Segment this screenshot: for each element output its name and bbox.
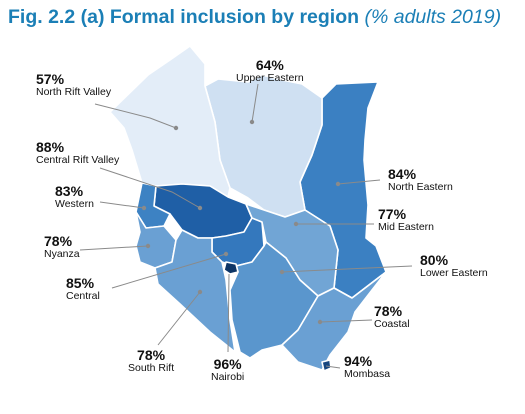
dot-central [223, 251, 229, 257]
region-south-rift[interactable] [154, 229, 236, 353]
value-nyanza: 78% [44, 233, 73, 249]
label-coastal: 78% Coastal [374, 304, 410, 330]
leader-lower-eastern [281, 265, 413, 273]
name-north-eastern: North Eastern [388, 180, 453, 193]
dot-western [141, 205, 147, 211]
value-south-rift: 78% [137, 347, 166, 363]
dot-north-rift-valley [173, 125, 179, 131]
leader-nyanza [79, 245, 149, 251]
dot-lower-eastern [279, 269, 285, 275]
label-nairobi: 96% Nairobi [211, 357, 244, 383]
value-mid-eastern: 77% [378, 206, 407, 222]
label-central: 85% Central [66, 276, 100, 302]
value-coastal: 78% [374, 303, 403, 319]
leader-central-rift-valley [99, 167, 201, 209]
label-north-rift-valley: 57% North Rift Valley [36, 72, 111, 98]
name-south-rift: South Rift [128, 361, 175, 374]
name-coastal: Coastal [374, 317, 410, 330]
region-nairobi[interactable] [223, 261, 239, 275]
name-upper-eastern: Upper Eastern [236, 71, 304, 84]
dot-coastal [317, 319, 323, 325]
leader-south-rift [157, 291, 201, 346]
value-mombasa: 94% [344, 353, 373, 369]
value-north-rift-valley: 57% [36, 71, 65, 87]
name-western: Western [55, 197, 94, 210]
value-central-rift-valley: 88% [36, 139, 65, 155]
leader-mombasa [325, 365, 341, 369]
leader-upper-eastern [251, 83, 259, 123]
leader-lines [79, 83, 413, 369]
region-north-rift-valley[interactable] [109, 45, 231, 198]
label-western: 83% Western [55, 184, 94, 210]
label-north-eastern: 84% North Eastern [388, 167, 453, 193]
label-lower-eastern: 80% Lower Eastern [420, 253, 488, 279]
name-central-rift-valley: Central Rift Valley [36, 153, 120, 166]
name-mid-eastern: Mid Eastern [378, 220, 435, 233]
name-mombasa: Mombasa [344, 367, 391, 380]
value-nairobi: 96% [213, 356, 242, 372]
label-mombasa: 94% Mombasa [344, 354, 390, 380]
value-upper-eastern: 64% [255, 57, 284, 73]
value-central: 85% [66, 275, 95, 291]
label-nyanza: 78% Nyanza [44, 234, 80, 260]
label-mid-eastern: 77% Mid Eastern [378, 207, 434, 233]
dot-south-rift [197, 289, 203, 295]
value-north-eastern: 84% [388, 166, 417, 182]
label-central-rift-valley: 88% Central Rift Valley [36, 140, 119, 166]
value-western: 83% [55, 183, 84, 199]
dot-upper-eastern [249, 119, 255, 125]
leader-north-rift-valley [94, 103, 177, 129]
dot-north-eastern [335, 181, 341, 187]
leader-dots [141, 119, 341, 325]
value-lower-eastern: 80% [420, 252, 449, 268]
title-subtitle: (% adults 2019) [364, 6, 502, 28]
leader-central [111, 253, 227, 289]
name-nyanza: Nyanza [44, 247, 80, 260]
figure-title: Fig. 2.2 (a) Formal inclusion by region … [8, 6, 501, 29]
name-nairobi: Nairobi [211, 370, 245, 383]
label-upper-eastern: 64% Upper Eastern [236, 58, 304, 84]
leader-coastal [319, 319, 373, 323]
name-lower-eastern: Lower Eastern [420, 266, 488, 279]
leader-western [99, 201, 145, 209]
label-south-rift: 78% South Rift [128, 348, 174, 374]
leader-nairobi [227, 273, 230, 353]
leader-north-eastern [337, 179, 381, 185]
dot-nyanza [145, 243, 151, 249]
dot-central-rift-valley [197, 205, 203, 211]
name-central: Central [66, 289, 100, 302]
name-north-rift-valley: North Rift Valley [36, 85, 112, 98]
dot-mid-eastern [293, 221, 299, 227]
region-mombasa[interactable] [321, 359, 332, 372]
title-main: Fig. 2.2 (a) Formal inclusion by region [8, 6, 360, 28]
